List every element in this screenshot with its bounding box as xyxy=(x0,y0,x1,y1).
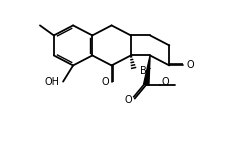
Text: O: O xyxy=(186,61,194,70)
Polygon shape xyxy=(144,55,150,85)
Text: O: O xyxy=(102,77,109,87)
Text: O: O xyxy=(162,77,169,87)
Text: Br: Br xyxy=(140,66,151,76)
Text: OH: OH xyxy=(44,77,59,87)
Text: O: O xyxy=(125,95,132,105)
